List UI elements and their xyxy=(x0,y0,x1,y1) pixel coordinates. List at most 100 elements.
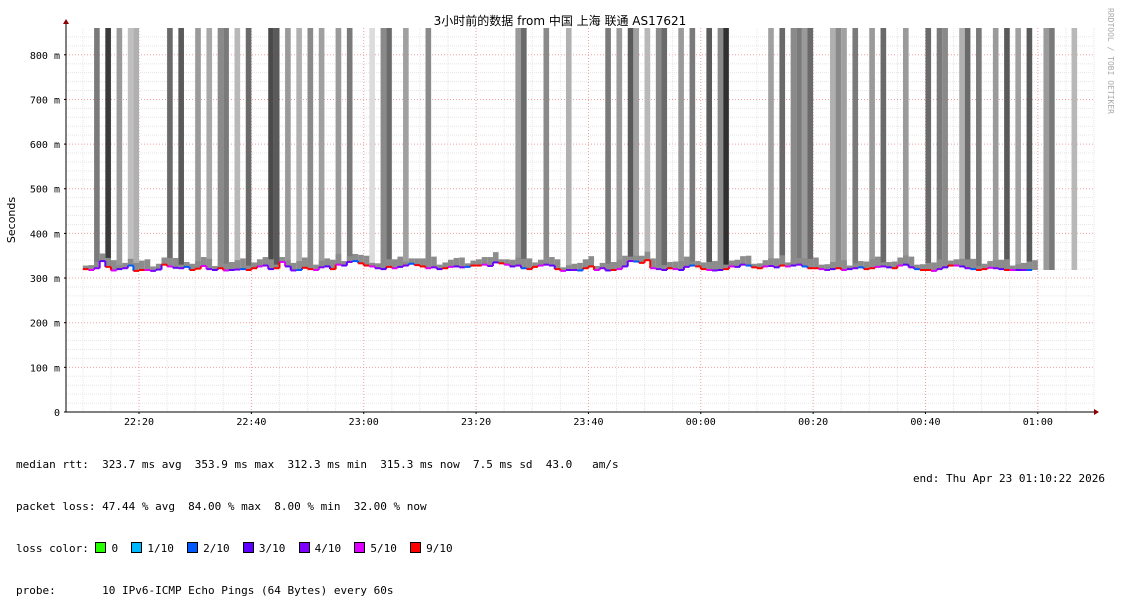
loss-swatch-item: 9/10 xyxy=(410,542,466,555)
smoke-bar xyxy=(565,28,572,271)
x-tick-label: 00:00 xyxy=(686,417,716,428)
smoke-band xyxy=(846,265,853,270)
smoke-band xyxy=(829,261,836,270)
smoke-band xyxy=(992,260,999,269)
smoke-bar xyxy=(178,28,184,269)
smoke-band xyxy=(487,257,493,266)
smoke-band xyxy=(127,258,134,266)
smoke-band xyxy=(94,261,100,269)
smoke-band xyxy=(543,257,550,265)
smoke-bar xyxy=(105,28,111,267)
smoke-band xyxy=(683,256,690,267)
smoke-band xyxy=(245,265,252,271)
smoke-band xyxy=(1020,262,1027,271)
smoke-bar xyxy=(689,28,696,266)
smoke-band xyxy=(183,261,190,267)
smoke-band xyxy=(610,261,617,271)
smoke-band xyxy=(560,267,566,271)
smoke-band xyxy=(874,256,881,267)
smoke-bar xyxy=(835,28,842,269)
smoke-band xyxy=(223,263,229,271)
smoke-bar xyxy=(346,28,353,262)
smoke-band xyxy=(380,262,387,270)
smoke-band xyxy=(526,258,533,270)
smoke-bar xyxy=(296,28,302,271)
end-timestamp: end: Thu Apr 23 01:10:22 2026 xyxy=(912,472,1105,485)
smoke-band xyxy=(599,262,606,269)
smoke-band xyxy=(762,260,769,267)
smoke-band xyxy=(936,259,943,270)
smoke-band xyxy=(313,264,319,271)
loss-swatch-item: 2/10 xyxy=(187,542,243,555)
smoke-band xyxy=(200,257,207,266)
smoke-band xyxy=(734,259,741,267)
smoke-bar xyxy=(1071,28,1078,271)
x-axis-arrow xyxy=(1094,409,1099,415)
smoke-band xyxy=(234,260,241,270)
x-tick-label: 23:00 xyxy=(349,417,379,428)
loss-swatch-item: 0 xyxy=(95,542,131,555)
smoke-bar xyxy=(515,28,522,266)
x-tick-label: 22:40 xyxy=(236,417,266,428)
smoke-band xyxy=(363,255,370,266)
x-tick-label: 00:40 xyxy=(910,417,940,428)
smoke-band xyxy=(549,257,555,266)
smoke-bar xyxy=(807,28,814,269)
smoke-band xyxy=(667,261,673,269)
smoke-band xyxy=(582,259,589,269)
smoke-band xyxy=(262,257,269,266)
smoke-bar xyxy=(661,28,668,271)
smoke-band xyxy=(403,261,409,266)
loss-swatch-label: 2/10 xyxy=(203,542,243,555)
smoke-bar xyxy=(801,28,808,267)
smoke-band xyxy=(324,258,331,267)
smoke-band xyxy=(1009,265,1016,271)
smoke-band xyxy=(622,255,628,267)
smoke-band xyxy=(908,256,915,268)
smoke-band xyxy=(964,259,971,269)
smoke-bar xyxy=(234,28,241,270)
smoke-bar xyxy=(678,28,684,271)
smoke-bar xyxy=(796,28,802,265)
smoke-band xyxy=(813,257,819,269)
smoke-band xyxy=(105,257,111,267)
smoke-band xyxy=(521,258,527,269)
smoke-bar xyxy=(869,28,875,269)
smoke-band xyxy=(565,265,572,271)
smoke-bar xyxy=(852,28,859,269)
rrdtool-watermark: RRDTOOL / TOBI OETIKER xyxy=(1106,8,1115,114)
smoke-band xyxy=(279,257,286,262)
smoke-band xyxy=(1032,260,1038,271)
smoke-band xyxy=(891,261,898,269)
smoke-band xyxy=(695,261,701,267)
smoke-band xyxy=(150,266,156,271)
smoke-band xyxy=(644,251,651,261)
smoke-band xyxy=(627,256,634,262)
loss-swatch xyxy=(242,542,254,553)
smoke-band xyxy=(723,264,729,270)
y-tick-label: 100 m xyxy=(30,363,60,374)
smoke-bar xyxy=(723,28,729,270)
smoke-band xyxy=(116,265,123,270)
smoke-band xyxy=(987,261,993,268)
smoke-band xyxy=(717,259,724,271)
smoke-band xyxy=(358,254,364,264)
smoke-band xyxy=(155,263,162,270)
smoke-band xyxy=(1004,259,1010,271)
smoke-band xyxy=(133,262,140,271)
smoke-band xyxy=(442,262,448,269)
loss-swatch xyxy=(354,542,366,553)
smoke-band xyxy=(638,255,645,263)
y-tick-label: 0 xyxy=(54,408,60,419)
smoke-band xyxy=(161,257,168,265)
chart-title: 3小时前的数据 from 中国 上海 联通 AS17621 xyxy=(434,13,687,28)
smoke-bar xyxy=(992,28,999,269)
median-line xyxy=(82,259,1033,272)
smoke-bar xyxy=(245,28,252,271)
probe-info: probe: 10 IPv6-ICMP Echo Pings (64 Bytes… xyxy=(16,584,394,597)
smoke-band xyxy=(335,253,342,265)
smoke-bar xyxy=(195,28,201,269)
chart-ticks: 0 100 m 200 m 300 m 400 m 500 m 600 m 700 m 800 … xyxy=(30,51,1053,428)
y-axis-arrow xyxy=(63,19,69,24)
smoke-band xyxy=(307,265,314,270)
